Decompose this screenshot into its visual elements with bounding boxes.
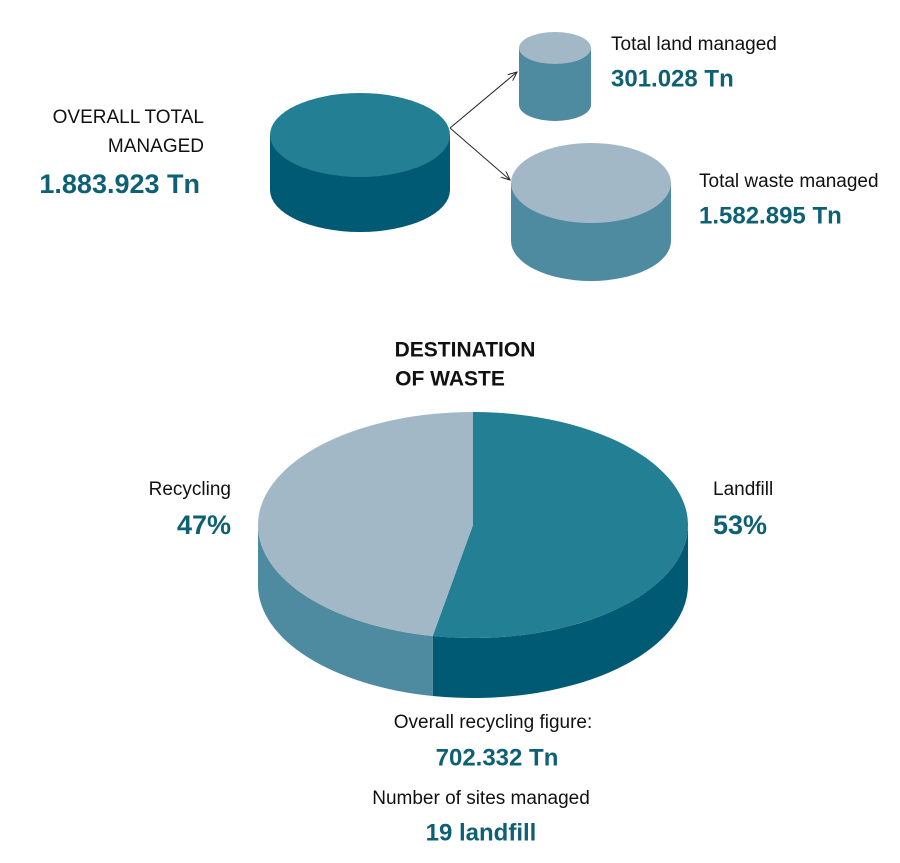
waste-cylinder: [511, 143, 671, 281]
legend-label: Recycling: [149, 479, 231, 500]
waste-label: Total waste managed: [699, 171, 879, 192]
overall-cylinder: [270, 93, 450, 232]
sites-value: 19 landfill: [426, 819, 537, 846]
land-cylinder: [519, 32, 591, 121]
legend-label: Landfill: [713, 479, 773, 500]
chart-title: DESTINATION: [395, 339, 536, 362]
recycling-value: 702.332 Tn: [436, 744, 559, 771]
overall-label: OVERALL TOTAL: [53, 107, 204, 128]
data-label: 47%: [177, 510, 231, 540]
pie-side: [432, 525, 688, 699]
pie-slice: [432, 412, 689, 638]
land-label: Total land managed: [611, 34, 777, 55]
chart-title: OF WASTE: [395, 368, 505, 391]
arrow: [449, 127, 510, 180]
arrow: [449, 72, 517, 129]
pie: [258, 412, 689, 699]
overall-label: MANAGED: [108, 136, 204, 157]
sites-label: Number of sites managed: [372, 788, 590, 809]
data-label: 53%: [713, 510, 767, 540]
waste-value: 1.582.895 Tn: [699, 202, 842, 229]
recycling-label: Overall recycling figure:: [394, 712, 593, 733]
pie-side: [258, 525, 433, 696]
overall-value: 1.883.923 Tn: [39, 169, 200, 199]
pie-slice: [258, 412, 473, 636]
land-value: 301.028 Tn: [611, 65, 734, 92]
